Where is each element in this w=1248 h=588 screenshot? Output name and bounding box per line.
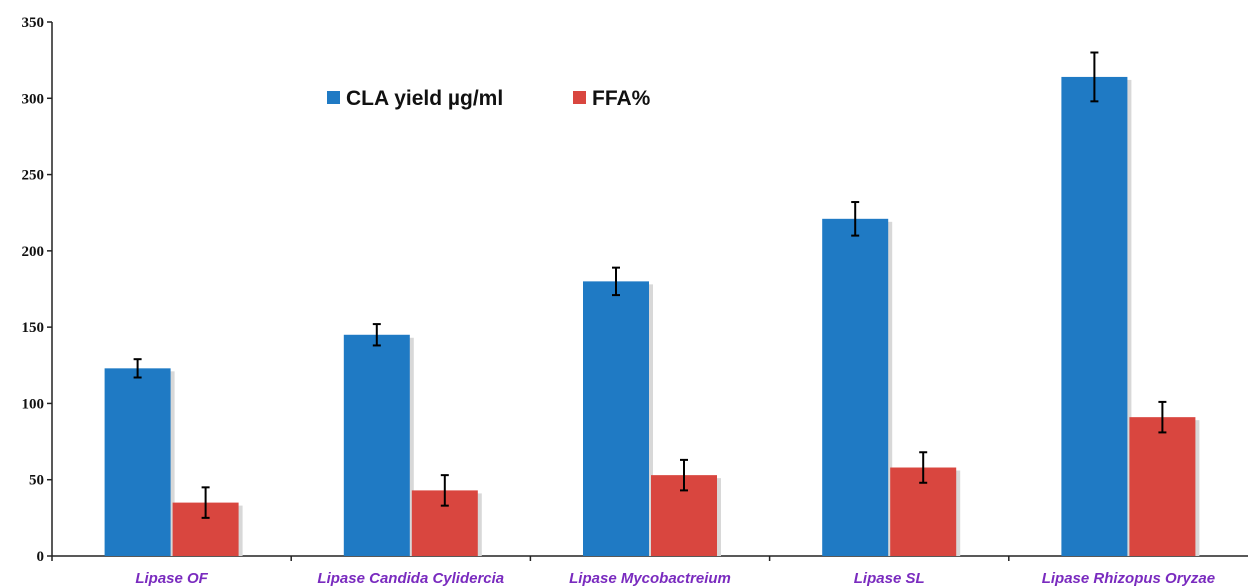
y-tick-label: 350: [22, 15, 45, 31]
y-tick-label: 50: [29, 473, 44, 489]
y-tick-label: 200: [22, 244, 45, 260]
bars: [104, 76, 1200, 556]
x-tick-label: Lipase Mycobactreium: [569, 570, 731, 587]
y-tick-label: 0: [37, 549, 45, 565]
y-tick-label: 300: [22, 91, 45, 107]
y-tick-label: 250: [22, 168, 45, 184]
bar: [1061, 76, 1128, 556]
legend-swatch-cla: [327, 91, 340, 104]
bar: [1129, 417, 1196, 556]
legend-label-cla: CLA yield µg/ml: [346, 87, 503, 110]
x-tick-labels: Lipase OF Lipase Candida Cylidercia Lipase…: [135, 570, 1215, 587]
x-tick-label: Lipase OF: [135, 570, 208, 587]
error-bars: [133, 51, 1167, 519]
y-tick-label: 150: [22, 320, 45, 336]
legend-swatch-ffa: [573, 91, 586, 104]
bar: [104, 368, 171, 556]
x-tick-label: Lipase Rhizopus Oryzae: [1042, 570, 1215, 587]
y-tick-label: 100: [22, 396, 45, 412]
x-tick-label: Lipase SL: [854, 570, 925, 587]
bar: [822, 218, 889, 556]
y-tick-labels: 0 50 100 150 200 250 300 350: [22, 15, 45, 565]
x-tick-label: Lipase Candida Cylidercia: [317, 570, 504, 587]
legend: CLA yield µg/ml FFA%: [327, 87, 651, 110]
bar: [583, 281, 649, 556]
bar: [343, 334, 410, 556]
legend-label-ffa: FFA%: [592, 87, 651, 110]
